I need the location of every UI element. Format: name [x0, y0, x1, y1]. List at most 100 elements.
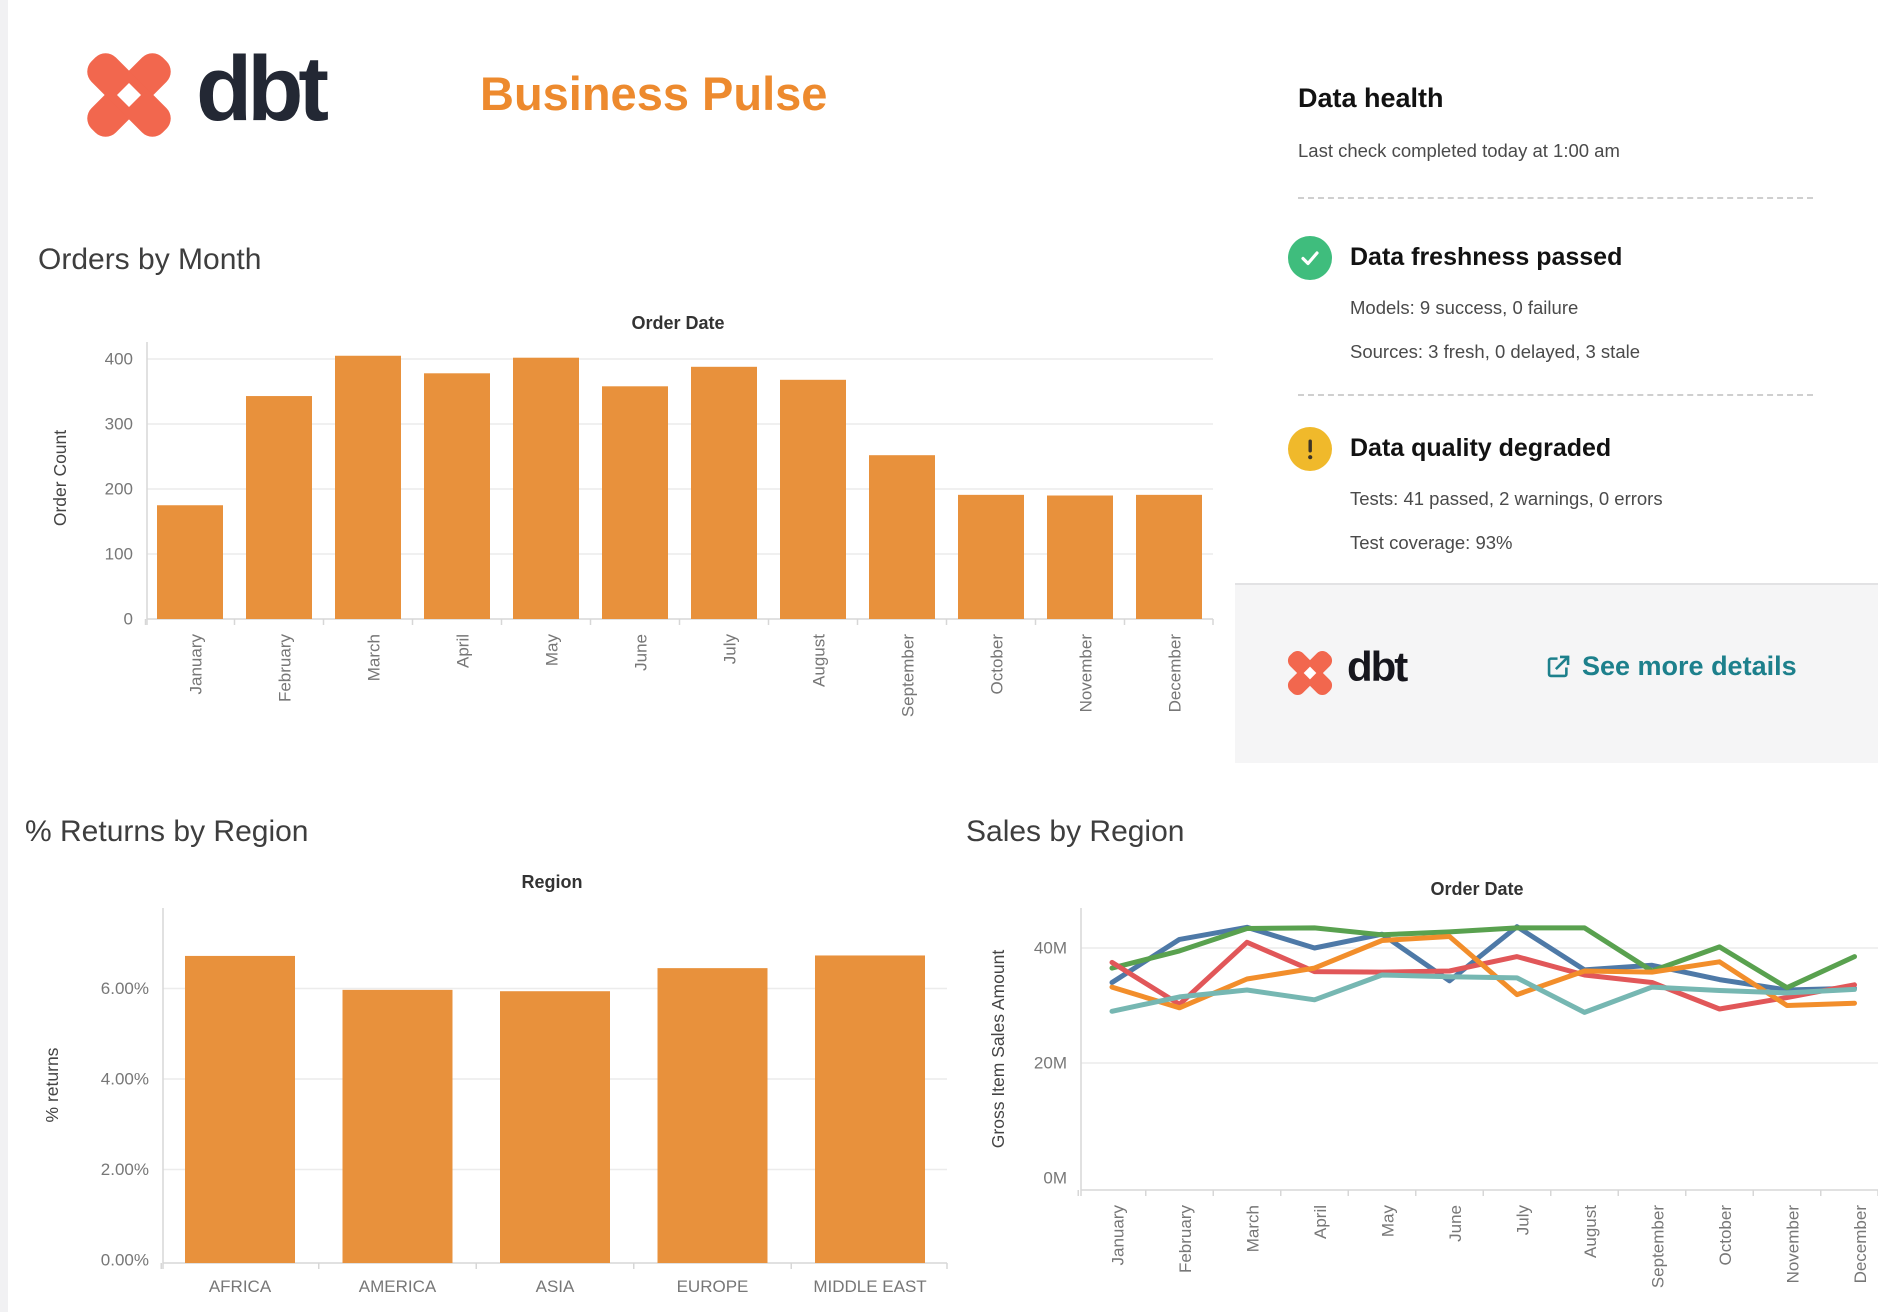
- svg-text:20M: 20M: [1034, 1054, 1067, 1073]
- warning-exclamation-icon: [1288, 427, 1332, 471]
- bar-july[interactable]: [691, 366, 757, 619]
- svg-text:February: February: [276, 634, 295, 703]
- freshness-status-title: Data freshness passed: [1350, 243, 1623, 271]
- window-edge: [0, 0, 8, 1312]
- svg-text:0M: 0M: [1043, 1169, 1067, 1188]
- sources-status-text: Sources: 3 fresh, 0 delayed, 3 stale: [1350, 341, 1641, 362]
- svg-text:0.00%: 0.00%: [101, 1251, 149, 1270]
- bar-august[interactable]: [780, 379, 846, 619]
- see-more-details-link[interactable]: See more details: [1545, 651, 1797, 682]
- svg-text:March: March: [365, 634, 384, 681]
- bar-october[interactable]: [958, 494, 1024, 619]
- y-axis-label: Order Count: [50, 430, 70, 526]
- svg-text:August: August: [1581, 1205, 1600, 1258]
- svg-text:March: March: [1244, 1205, 1263, 1252]
- bar-december[interactable]: [1136, 494, 1202, 619]
- svg-text:January: January: [1109, 1205, 1128, 1266]
- sales-by-region-heading: Sales by Region: [966, 815, 1185, 848]
- dashed-divider: [1298, 394, 1813, 396]
- svg-text:December: December: [1851, 1205, 1870, 1284]
- bar-april[interactable]: [424, 373, 490, 619]
- dbt-wordmark: dbt: [1347, 643, 1408, 690]
- last-check-text: Last check completed today at 1:00 am: [1298, 140, 1620, 161]
- returns-by-region-heading: % Returns by Region: [25, 815, 309, 848]
- svg-text:EUROPE: EUROPE: [677, 1277, 749, 1296]
- bar-europe[interactable]: [657, 968, 768, 1263]
- bar-january[interactable]: [157, 505, 223, 619]
- bar-africa[interactable]: [185, 955, 295, 1263]
- svg-text:400: 400: [105, 350, 133, 369]
- dashed-divider: [1298, 197, 1813, 199]
- svg-text:300: 300: [105, 415, 133, 434]
- bar-middle-east[interactable]: [815, 955, 925, 1263]
- models-status-text: Models: 9 success, 0 failure: [1350, 297, 1579, 318]
- bar-america[interactable]: [342, 989, 453, 1263]
- svg-text:January: January: [187, 634, 206, 695]
- bar-june[interactable]: [602, 386, 668, 619]
- bar-march[interactable]: [335, 355, 401, 619]
- svg-text:December: December: [1166, 634, 1185, 713]
- page-title: Business Pulse: [480, 67, 828, 120]
- svg-text:AFRICA: AFRICA: [209, 1277, 272, 1296]
- x-axis: AFRICA AMERICA ASIA EUROPE MIDDLE EAST: [160, 1263, 948, 1296]
- dbt-logo-icon: [1282, 645, 1338, 701]
- svg-text:ASIA: ASIA: [536, 1277, 575, 1296]
- bar-february[interactable]: [246, 396, 312, 619]
- svg-text:July: July: [1514, 1205, 1533, 1236]
- bar-asia[interactable]: [500, 991, 610, 1263]
- series-lines: [1109, 924, 1857, 1015]
- svg-text:2.00%: 2.00%: [101, 1160, 149, 1179]
- line-series-green[interactable]: [1109, 925, 1857, 991]
- x-axis: January February March April May June July Augu…: [144, 619, 1214, 717]
- svg-text:September: September: [1649, 1205, 1668, 1288]
- svg-text:200: 200: [105, 480, 133, 499]
- axis-title: Region: [522, 872, 583, 892]
- svg-text:June: June: [632, 634, 651, 671]
- svg-text:MIDDLE EAST: MIDDLE EAST: [813, 1277, 926, 1296]
- test-coverage-text: Test coverage: 93%: [1350, 532, 1513, 553]
- axis-title: Order Date: [1430, 879, 1523, 899]
- svg-text:July: July: [721, 634, 740, 665]
- svg-text:September: September: [899, 634, 918, 717]
- success-check-icon: [1288, 236, 1332, 280]
- svg-text:May: May: [543, 634, 562, 667]
- data-health-panel: Data health Last check completed today a…: [1235, 60, 1878, 770]
- svg-text:November: November: [1784, 1205, 1803, 1284]
- line-series-orange[interactable]: [1109, 934, 1857, 1011]
- bars: [157, 355, 1202, 620]
- svg-text:October: October: [1716, 1205, 1735, 1266]
- bars: [185, 955, 925, 1263]
- svg-text:August: August: [810, 634, 829, 687]
- svg-text:April: April: [1311, 1205, 1330, 1239]
- y-axis-label: Gross Item Sales Amount: [988, 950, 1008, 1149]
- svg-text:November: November: [1077, 634, 1096, 713]
- data-health-title: Data health: [1298, 83, 1444, 113]
- tests-status-text: Tests: 41 passed, 2 warnings, 0 errors: [1350, 488, 1663, 509]
- bar-september[interactable]: [869, 455, 935, 619]
- dbt-wordmark: dbt: [196, 38, 329, 140]
- y-axis-label: % returns: [42, 1047, 62, 1122]
- external-link-icon: [1547, 655, 1570, 678]
- orders-by-month-heading: Orders by Month: [38, 243, 262, 276]
- svg-text:April: April: [454, 634, 473, 668]
- data-health-footer: dbt See more details: [1235, 583, 1878, 763]
- line-series-teal[interactable]: [1109, 972, 1857, 1015]
- svg-text:6.00%: 6.00%: [101, 979, 149, 998]
- bar-november[interactable]: [1047, 495, 1113, 620]
- line-series-blue[interactable]: [1109, 924, 1857, 993]
- y-axis: 0 100 200 300 400: [105, 342, 1213, 629]
- axis-title: Order Date: [631, 313, 724, 333]
- x-axis: January February March April May June July Augu…: [1077, 1190, 1878, 1288]
- svg-text:4.00%: 4.00%: [101, 1070, 149, 1089]
- quality-status-title: Data quality degraded: [1350, 434, 1612, 462]
- svg-text:AMERICA: AMERICA: [359, 1277, 437, 1296]
- svg-text:100: 100: [105, 545, 133, 564]
- svg-text:February: February: [1176, 1205, 1195, 1274]
- svg-text:October: October: [988, 634, 1007, 695]
- bar-may[interactable]: [513, 357, 579, 619]
- svg-text:May: May: [1379, 1205, 1398, 1238]
